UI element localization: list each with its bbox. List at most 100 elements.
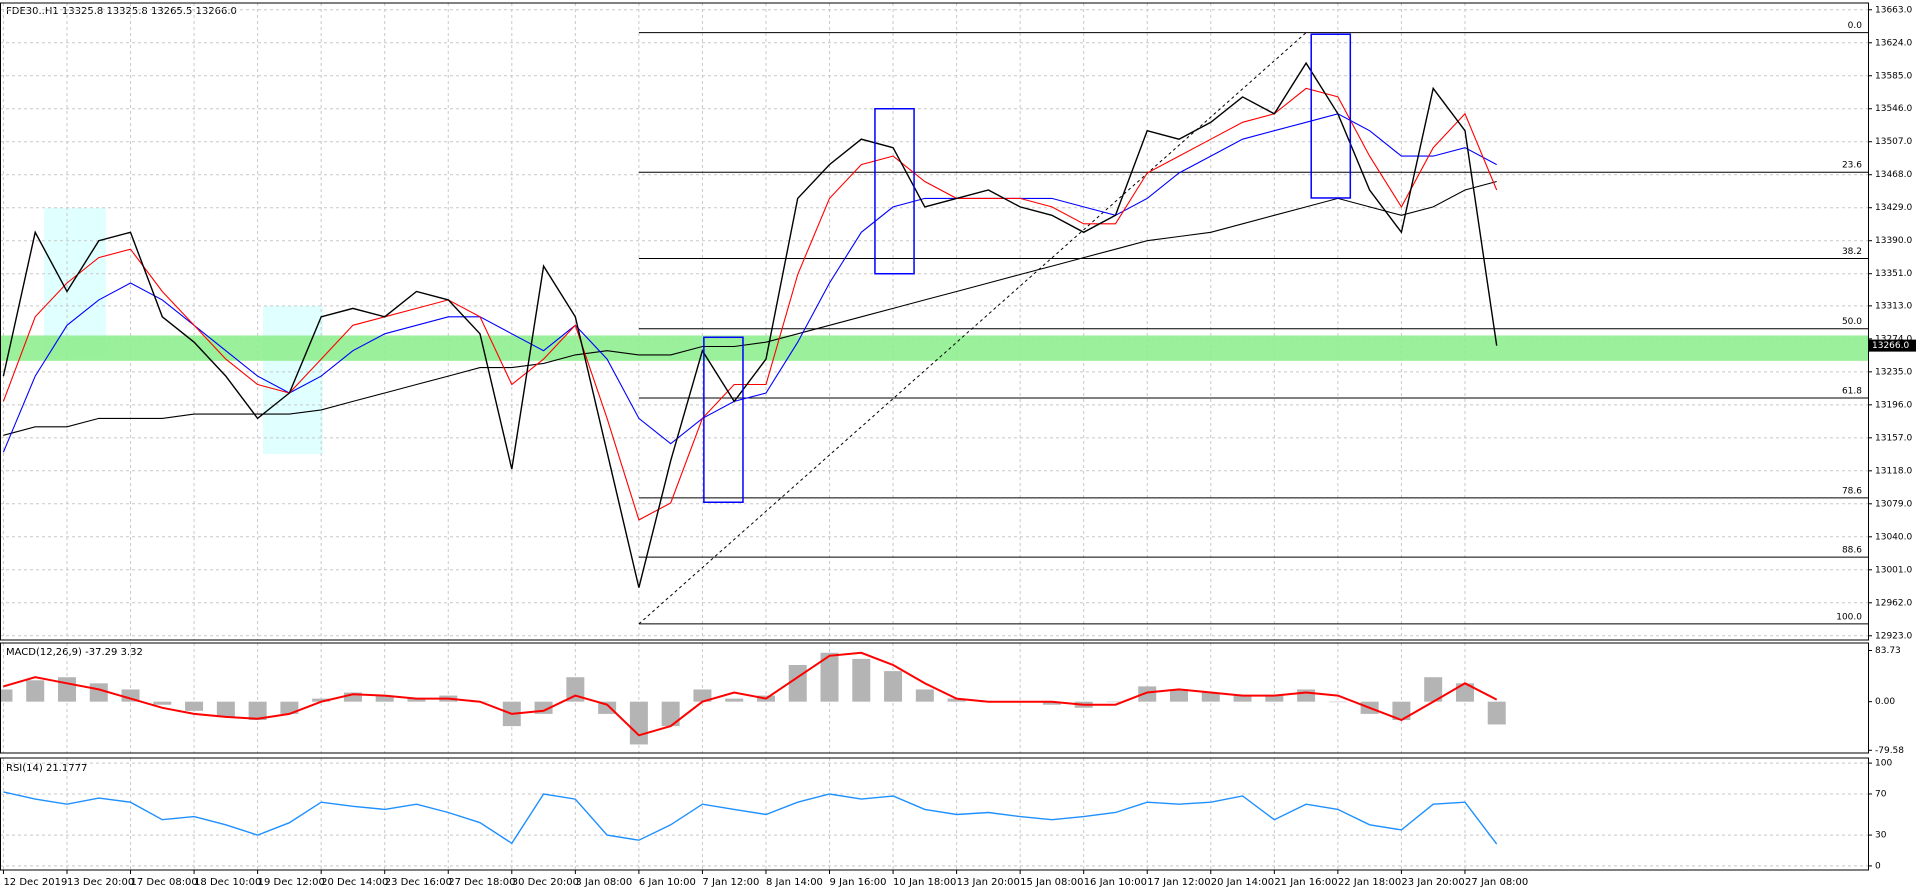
macd-bar [1487, 701, 1506, 725]
x-tick-label: 17 Jan 12:00 [1147, 877, 1210, 888]
macd-title: MACD(12,26,9) -37.29 3.32 [6, 647, 143, 658]
y-tick-label: 12962.0 [1875, 598, 1912, 608]
session-highlight [44, 208, 106, 358]
price-line [2, 61, 1498, 588]
macd-bar [89, 683, 108, 702]
macd-bar [1138, 686, 1157, 702]
rsi-line [3, 791, 1498, 845]
macd-bar [1328, 701, 1347, 703]
x-tick-label: 12 Dec 2019 [3, 877, 67, 888]
y-tick-label: 70 [1875, 789, 1887, 799]
macd-bar [566, 677, 585, 702]
macd-bar [788, 665, 807, 702]
y-tick-label: 13235.0 [1875, 367, 1912, 377]
fib-label: 38.2 [1842, 247, 1862, 257]
macd-bar [26, 680, 45, 702]
x-tick-label: 6 Jan 10:00 [639, 877, 696, 888]
macd-bar [661, 701, 680, 727]
macd-bar [57, 677, 76, 702]
y-tick-label: 83.73 [1875, 646, 1901, 656]
macd-bar [375, 695, 394, 702]
macd-bar [1424, 677, 1443, 702]
range-box [1310, 33, 1352, 199]
macd-bar [312, 698, 331, 702]
moving-average [2, 87, 1498, 521]
fib-label: 0.0 [1848, 21, 1863, 31]
macd-bar [1106, 701, 1125, 703]
x-tick-label: 20 Dec 14:00 [321, 877, 388, 888]
y-tick-label: 30 [1875, 831, 1887, 841]
fib-label: 78.6 [1842, 486, 1862, 496]
macd-bar [629, 701, 648, 745]
x-tick-label: 16 Jan 10:00 [1084, 877, 1147, 888]
y-tick-label: 13118.0 [1875, 466, 1912, 476]
fib-label: 61.8 [1842, 387, 1862, 397]
x-tick-label: 21 Jan 16:00 [1274, 877, 1337, 888]
fib-label: 50.0 [1842, 317, 1862, 327]
macd-bar [248, 701, 267, 720]
macd-bar [1170, 689, 1189, 702]
rsi-title: RSI(14) 21.1777 [6, 763, 87, 774]
macd-bar [407, 698, 426, 702]
y-tick-label: 13157.0 [1875, 433, 1912, 443]
macd-signal [3, 651, 1498, 737]
panel-frame [0, 757, 1869, 871]
macd-bar [1392, 701, 1411, 720]
y-tick-label: 13079.0 [1875, 499, 1912, 509]
fib-label: 88.6 [1842, 546, 1862, 556]
macd-bar [1455, 683, 1474, 702]
x-tick-label: 18 Dec 10:00 [194, 877, 261, 888]
x-tick-label: 13 Dec 20:00 [67, 877, 134, 888]
x-tick-label: 7 Jan 12:00 [702, 877, 759, 888]
macd-bar [343, 692, 362, 702]
y-tick-label: 12923.0 [1875, 631, 1912, 641]
macd-bar [725, 698, 744, 702]
fib-label: 23.6 [1842, 161, 1862, 171]
y-tick-label: 13313.0 [1875, 301, 1912, 311]
macd-bar [1297, 689, 1316, 702]
moving-average [3, 180, 1497, 436]
macd-bar [947, 698, 966, 702]
y-tick-label: 100 [1875, 759, 1892, 769]
macd-bar [884, 671, 903, 702]
x-tick-label: 15 Jan 08:00 [1020, 877, 1083, 888]
macd-bar [216, 701, 235, 717]
macd-bar [185, 701, 204, 711]
macd-bar [598, 701, 617, 714]
x-tick-label: 23 Jan 20:00 [1401, 877, 1464, 888]
y-tick-label: 0 [1875, 861, 1881, 871]
x-tick-label: 8 Jan 14:00 [766, 877, 823, 888]
x-tick-label: 10 Jan 18:00 [893, 877, 956, 888]
macd-bar [820, 652, 839, 702]
macd-bar [852, 658, 871, 702]
y-tick-label: 13001.0 [1875, 565, 1912, 575]
macd-bar [280, 701, 299, 714]
y-tick-label: 0.00 [1875, 697, 1895, 707]
y-tick-label: 13468.0 [1875, 170, 1912, 180]
range-box [703, 336, 744, 503]
x-tick-label: 27 Jan 08:00 [1465, 877, 1528, 888]
macd-bar [915, 689, 934, 702]
x-tick-label: 27 Dec 18:00 [448, 877, 515, 888]
x-tick-label: 13 Jan 20:00 [957, 877, 1020, 888]
fib-diagonal [638, 32, 1307, 625]
y-tick-label: 13196.0 [1875, 400, 1912, 410]
panel-frame [0, 642, 1869, 754]
y-tick-label: -79.58 [1875, 746, 1904, 756]
macd-bar [153, 701, 172, 705]
x-tick-label: 23 Dec 16:00 [385, 877, 452, 888]
x-tick-label: 22 Jan 18:00 [1338, 877, 1401, 888]
y-tick-label: 13274.0 [1875, 334, 1912, 344]
x-tick-label: 30 Dec 20:00 [512, 877, 579, 888]
moving-average [2, 113, 1497, 453]
y-tick-label: 13546.0 [1875, 104, 1912, 114]
macd-bar [121, 689, 140, 702]
y-tick-label: 13040.0 [1875, 532, 1912, 542]
macd-bar [1233, 695, 1252, 702]
macd-bar [1042, 701, 1061, 705]
panel-frame [0, 2, 1869, 641]
chart-title: FDE30..H1 13325.8 13325.8 13265.5 13266.… [6, 6, 237, 17]
y-tick-label: 13351.0 [1875, 269, 1912, 279]
